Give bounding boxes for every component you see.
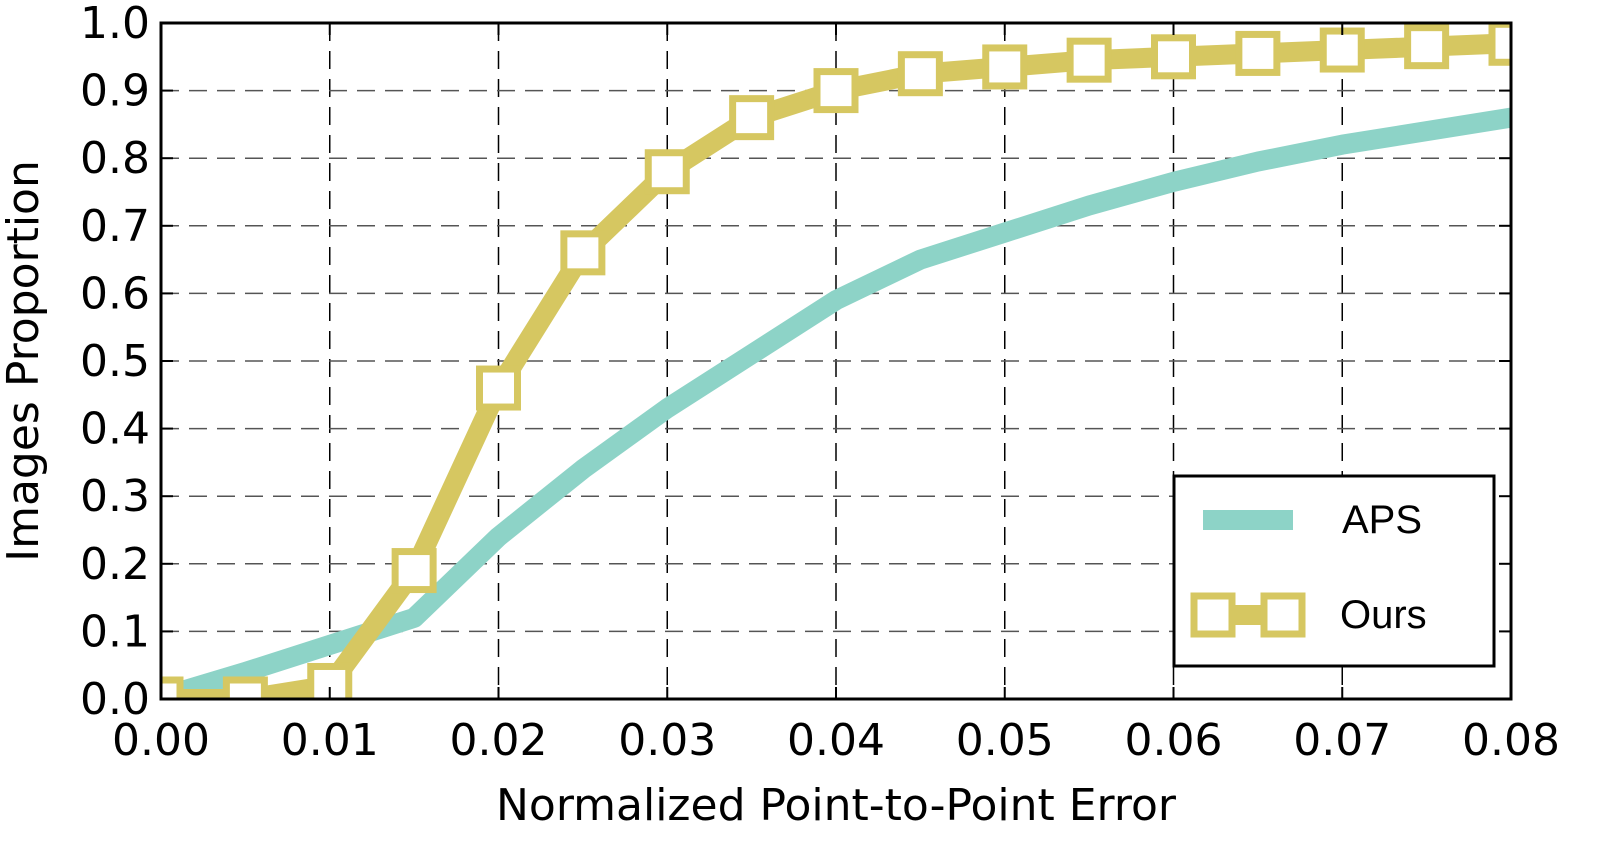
legend-marker-ours-right: [1260, 592, 1306, 638]
data-point-ours: [1066, 37, 1112, 83]
data-point-ours: [1404, 24, 1450, 70]
x-tick-label: 0.06: [1125, 715, 1223, 766]
series-ours: [161, 23, 1511, 699]
x-tick-label: 0.08: [1462, 715, 1560, 766]
data-point-ours: [1319, 27, 1365, 73]
data-point-ours: [813, 68, 859, 114]
data-point-ours: [1488, 23, 1511, 66]
y-tick-label: 0.6: [80, 268, 150, 319]
y-tick-label: 0.0: [80, 674, 150, 725]
legend-marker-ours-left: [1190, 592, 1236, 638]
data-point-ours: [222, 676, 268, 699]
legend-label-ours: Ours: [1340, 593, 1427, 637]
data-point-ours: [1151, 34, 1196, 80]
y-tick-label: 0.9: [80, 66, 150, 117]
x-tick-label: 0.05: [956, 715, 1054, 766]
legend-label-aps: APS: [1342, 498, 1422, 542]
data-point-ours: [644, 149, 690, 195]
x-tick-label: 0.01: [281, 715, 379, 766]
y-tick-label: 0.4: [80, 404, 150, 455]
y-tick-label: 0.2: [80, 539, 150, 590]
data-point-ours: [161, 676, 184, 699]
series-layer: [161, 23, 1511, 699]
x-tick-label: 0.04: [787, 715, 885, 766]
series-line-aps: [174, 107, 1511, 699]
x-tick-label: 0.03: [618, 715, 716, 766]
x-tick-label: 0.02: [450, 715, 548, 766]
y-axis-title: Images Proportion: [0, 160, 49, 562]
y-tick-label: 0.8: [80, 133, 150, 184]
series-aps: [174, 107, 1511, 699]
x-tick-label: 0.00: [112, 715, 210, 766]
data-point-ours: [982, 44, 1028, 90]
data-point-ours: [476, 365, 521, 411]
ticks: 0.00 0.01 0.02 0.03 0.04 0.05 0.06 0.07 0.08 0.0 0…: [80, 0, 1560, 766]
y-tick-label: 0.1: [80, 606, 150, 657]
data-point-ours: [391, 548, 437, 594]
legend: APS Ours: [1172, 474, 1496, 668]
y-tick-label: 0.3: [80, 471, 150, 522]
y-tick-label: 1.0: [80, 0, 150, 49]
x-tick-label: 0.07: [1293, 715, 1391, 766]
data-point-ours: [1235, 30, 1281, 76]
data-point-ours: [560, 230, 606, 276]
x-axis-title: Normalized Point-to-Point Error: [496, 780, 1177, 831]
y-tick-label: 0.7: [80, 201, 150, 252]
data-point-ours: [729, 95, 775, 141]
data-point-ours: [897, 51, 943, 97]
y-tick-label: 0.5: [80, 336, 150, 387]
